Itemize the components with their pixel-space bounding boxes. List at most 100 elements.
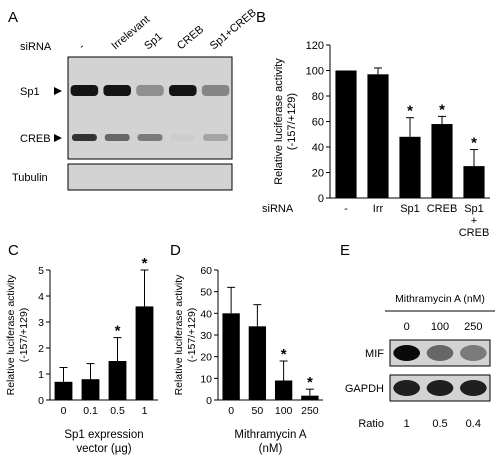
x-axis-label: Sp1 expression — [64, 429, 143, 441]
y-tick-label: 40 — [312, 142, 324, 154]
x-tick-label: 0 — [228, 405, 234, 417]
panel-letter-e: E — [340, 242, 350, 259]
mif-band — [460, 345, 487, 361]
gapdh-band — [426, 380, 454, 396]
mif-band — [426, 345, 454, 361]
bar — [108, 361, 127, 400]
y-tick-label: 1 — [38, 369, 44, 381]
x-tick-label: - — [344, 203, 348, 215]
tubulin-blot — [67, 163, 233, 191]
sp1-band — [70, 85, 99, 96]
significance-star: * — [407, 103, 413, 120]
gapdh-band — [393, 380, 420, 396]
significance-star: * — [471, 135, 477, 152]
panel-letter-a: A — [8, 9, 18, 26]
band-label-mif: MIF — [365, 348, 384, 360]
y-axis-label: (-157/+129) — [186, 308, 198, 363]
creb-band — [203, 134, 229, 141]
x-tick-label: 50 — [252, 405, 264, 417]
x-tick-label: CREB — [427, 203, 458, 215]
y-tick-label: 60 — [312, 117, 324, 129]
sirna-label: siRNA — [20, 41, 52, 53]
ratio-label: Ratio — [358, 418, 384, 430]
y-tick-label: 50 — [200, 287, 212, 299]
bar — [431, 124, 453, 198]
main-blot — [67, 56, 233, 160]
y-axis-label: (-157/+129) — [18, 308, 30, 363]
y-tick-label: 80 — [312, 91, 324, 103]
ratio-value: 0.5 — [432, 418, 447, 430]
x-tick-label: 250 — [301, 405, 319, 417]
dose-label: 100 — [431, 321, 449, 333]
ratio-values: 1 0.5 0.4 — [404, 418, 481, 430]
y-tick-label: 10 — [200, 373, 212, 385]
y-axis-label: (-157/+129) — [286, 93, 298, 150]
lane-label: - — [77, 41, 88, 53]
y-tick-label: 0 — [318, 193, 324, 205]
y-tick-label: 60 — [200, 265, 212, 277]
y-tick-label: 5 — [38, 265, 44, 277]
chart-b: 0 20 40 60 80 100 120 Relative luciferase activ… — [262, 40, 490, 239]
ratio-value: 0.4 — [466, 418, 481, 430]
bar — [367, 74, 389, 198]
y-tick-label: 0 — [38, 395, 44, 407]
band-label-creb: CREB — [20, 133, 51, 145]
x-tick-label: 0.1 — [83, 405, 98, 417]
creb-band — [137, 134, 163, 141]
dose-label: 250 — [464, 321, 482, 333]
chart-d: 0 10 20 30 40 50 60 Relative luciferase activit… — [173, 265, 323, 455]
y-tick-label: 4 — [38, 291, 44, 303]
x-tick-label: 100 — [275, 405, 293, 417]
bar — [335, 70, 357, 198]
bar — [399, 136, 421, 198]
dose-label: 0 — [404, 321, 410, 333]
significance-star: * — [439, 101, 445, 118]
band-label-tubulin: Tubulin — [12, 172, 48, 184]
lane-label: Sp1+CREB — [208, 7, 259, 53]
bar — [301, 395, 319, 400]
significance-star: * — [142, 255, 148, 272]
chart-c: 0 1 2 3 4 5 Relative luciferase activity (-157/… — [5, 255, 158, 455]
dose-labels: 0 100 250 — [404, 321, 483, 333]
bar — [463, 166, 485, 198]
y-tick-label: 40 — [200, 308, 212, 320]
x-tick-label: Sp1 — [400, 203, 420, 215]
significance-star: * — [115, 323, 121, 340]
x-tick-label: 1 — [142, 405, 148, 417]
bar — [54, 381, 73, 400]
y-axis-label: Relative luciferase activity — [5, 274, 17, 396]
e-blot-bands — [393, 345, 487, 396]
x-tick-label: + — [471, 215, 477, 227]
band-label-gapdh: GAPDH — [345, 383, 384, 395]
bar — [135, 306, 154, 400]
mif-band — [393, 345, 420, 361]
lane-label: Sp1 — [142, 31, 165, 53]
y-tick-label: 2 — [38, 343, 44, 355]
significance-star: * — [307, 374, 313, 391]
lane-label: CREB — [175, 23, 206, 52]
panel-letter-d: D — [170, 242, 181, 259]
panel-letter-b: B — [256, 9, 266, 26]
x-tick-label: Sp1 — [464, 203, 484, 215]
y-tick-label: 3 — [38, 317, 44, 329]
creb-band — [170, 134, 196, 141]
sp1-band — [201, 85, 230, 96]
panel-e-blot: Mithramycin A (nM) 0 100 250 MIF GAPDH Rat… — [345, 293, 495, 430]
sp1-band — [169, 85, 197, 96]
y-tick-label: 100 — [306, 66, 324, 78]
ratio-value: 1 — [404, 418, 410, 430]
y-tick-label: 20 — [312, 168, 324, 180]
x-tick-label: CREB — [459, 227, 490, 239]
significance-star: * — [281, 346, 287, 363]
x-axis-label: siRNA — [262, 203, 294, 215]
x-axis-label: vector (µg) — [76, 443, 131, 455]
bar — [274, 380, 293, 400]
bar — [81, 379, 100, 400]
panel-letter-c: C — [8, 242, 19, 259]
creb-band — [71, 134, 97, 141]
x-tick-label: 0.5 — [110, 405, 125, 417]
y-tick-label: 120 — [306, 40, 324, 52]
